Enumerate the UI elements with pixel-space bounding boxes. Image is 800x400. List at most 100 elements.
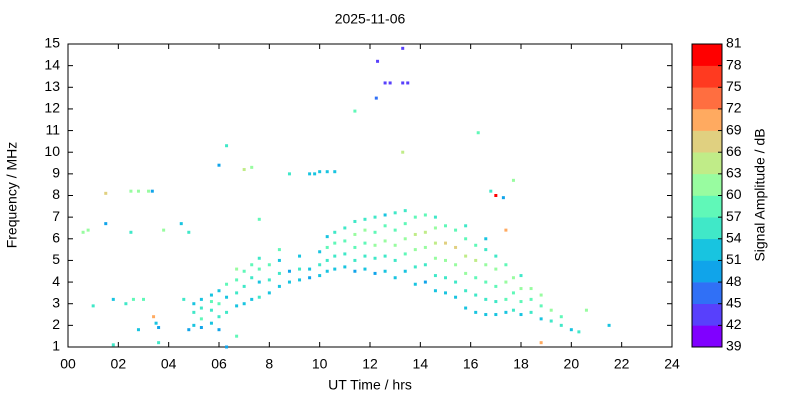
- data-point: [519, 287, 523, 291]
- y-tick-label: 5: [52, 251, 60, 267]
- data-point: [403, 209, 407, 213]
- data-point: [373, 215, 377, 219]
- data-point: [494, 194, 498, 197]
- data-point: [235, 278, 239, 282]
- data-point: [257, 217, 261, 221]
- colorbar-tick-label: 72: [726, 100, 742, 116]
- data-point: [192, 302, 196, 306]
- data-point: [423, 263, 427, 267]
- data-point: [86, 228, 90, 232]
- data-point: [406, 81, 410, 85]
- data-point: [124, 302, 128, 306]
- colorbar-band: [692, 87, 722, 110]
- data-point: [363, 254, 367, 258]
- data-point: [142, 297, 145, 301]
- data-point: [401, 150, 405, 154]
- data-point: [383, 254, 387, 258]
- y-tick-label: 15: [44, 35, 60, 51]
- data-point: [559, 323, 563, 327]
- data-point: [353, 219, 357, 223]
- data-point: [136, 189, 140, 193]
- data-point: [257, 267, 261, 271]
- data-point: [318, 250, 322, 254]
- data-point: [376, 59, 380, 63]
- data-point: [298, 267, 302, 271]
- data-point: [403, 237, 407, 241]
- y-tick-label: 14: [44, 56, 60, 72]
- colorbar-tick-label: 45: [726, 294, 742, 310]
- data-point: [464, 306, 468, 310]
- y-tick-label: 8: [52, 186, 60, 202]
- data-point: [569, 328, 573, 332]
- data-point: [225, 282, 229, 286]
- data-point: [539, 341, 543, 345]
- data-point: [277, 258, 281, 262]
- data-point: [325, 235, 329, 239]
- data-point: [267, 278, 271, 282]
- colorbar-band: [692, 44, 722, 66]
- x-tick-label: 04: [161, 356, 177, 372]
- data-point: [474, 310, 478, 314]
- data-point: [383, 81, 387, 85]
- data-point: [242, 302, 246, 306]
- x-tick-label: 00: [60, 356, 76, 372]
- y-tick-label: 12: [44, 100, 60, 116]
- data-point: [277, 271, 281, 275]
- data-point: [179, 222, 183, 226]
- data-point: [235, 304, 239, 308]
- data-point: [147, 189, 151, 193]
- colorbar-band: [692, 238, 722, 261]
- data-point: [423, 230, 427, 234]
- data-point: [318, 170, 322, 174]
- x-tick-label: 14: [413, 356, 429, 372]
- colorbar-band: [692, 108, 722, 131]
- data-point: [423, 245, 427, 249]
- data-point: [235, 291, 239, 295]
- colorbar-tick-label: 78: [726, 56, 742, 72]
- data-point: [267, 291, 271, 295]
- data-point: [413, 232, 417, 236]
- data-point: [494, 267, 498, 271]
- data-point: [242, 168, 246, 172]
- colorbar-band: [692, 282, 722, 305]
- colorbar-band: [692, 217, 722, 240]
- colorbar-band: [692, 303, 722, 326]
- data-point: [484, 248, 488, 252]
- data-point: [353, 232, 357, 236]
- data-point: [242, 284, 246, 288]
- data-point: [484, 263, 488, 267]
- data-point: [433, 274, 437, 278]
- data-point: [474, 293, 478, 297]
- data-point: [242, 269, 246, 273]
- data-point: [433, 226, 437, 230]
- data-point: [373, 243, 377, 247]
- data-point: [413, 215, 417, 219]
- colorbar-band: [692, 195, 722, 218]
- data-point: [325, 170, 329, 174]
- colorbar-band: [692, 325, 722, 348]
- data-point: [489, 189, 493, 193]
- data-point: [559, 315, 563, 319]
- colorbar-label: Signal Amplitude / dB: [752, 128, 768, 261]
- data-point: [504, 263, 508, 267]
- data-point: [199, 326, 203, 330]
- data-point: [539, 317, 543, 321]
- x-axis-label: UT Time / hrs: [328, 377, 412, 393]
- data-point: [444, 291, 447, 295]
- data-point: [363, 267, 367, 271]
- data-point: [298, 278, 302, 282]
- data-point: [209, 321, 213, 325]
- data-point: [401, 81, 405, 85]
- data-point: [519, 274, 523, 278]
- data-point: [433, 289, 437, 293]
- data-point: [433, 215, 437, 219]
- data-point: [131, 297, 135, 301]
- data-point: [192, 323, 196, 327]
- data-point: [393, 258, 397, 262]
- data-point: [454, 280, 458, 284]
- colorbar-tick-label: 75: [726, 78, 742, 94]
- data-point: [373, 271, 377, 275]
- data-point: [325, 269, 329, 273]
- data-point: [511, 276, 515, 280]
